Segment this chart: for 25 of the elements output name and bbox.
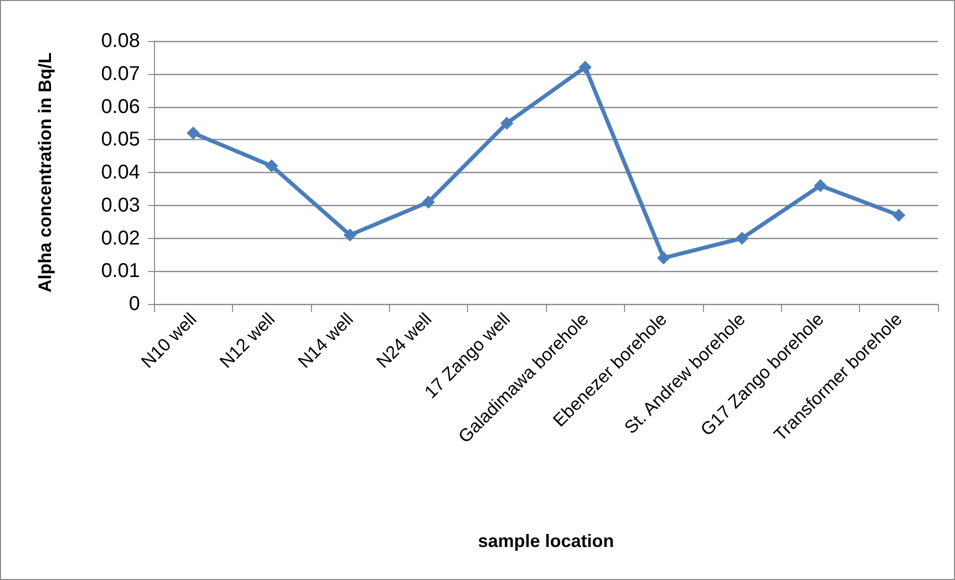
point	[578, 60, 592, 74]
y-tick-label: 0.07	[101, 62, 140, 85]
point	[344, 228, 356, 242]
point	[892, 208, 906, 222]
y-axis-title: Alpha concentration in Bq/L	[35, 52, 55, 293]
x-tick-label: N12 well	[216, 308, 279, 372]
y-tick-label: 0.05	[101, 128, 140, 151]
y-tick-label: 0.01	[101, 260, 140, 282]
x-tick-label: N14 well	[294, 308, 358, 372]
point	[736, 232, 748, 245]
y-tick-label: 0.03	[101, 194, 140, 216]
point	[186, 126, 200, 140]
point	[422, 196, 435, 209]
point	[500, 116, 514, 130]
y-tick-label: 0	[128, 293, 140, 315]
point	[657, 251, 670, 264]
point	[814, 179, 827, 192]
y-tick-label: 0.04	[101, 162, 140, 184]
y-tick-label: 0.02	[101, 227, 140, 250]
x-tick-label: N24 well	[372, 308, 436, 372]
point	[265, 159, 278, 172]
x-axis-title: sample location	[478, 531, 614, 551]
y-tick-label: 0.06	[101, 96, 140, 118]
y-tick-label: 0.08	[101, 30, 140, 52]
x-tick-label: N10 well	[137, 308, 200, 372]
